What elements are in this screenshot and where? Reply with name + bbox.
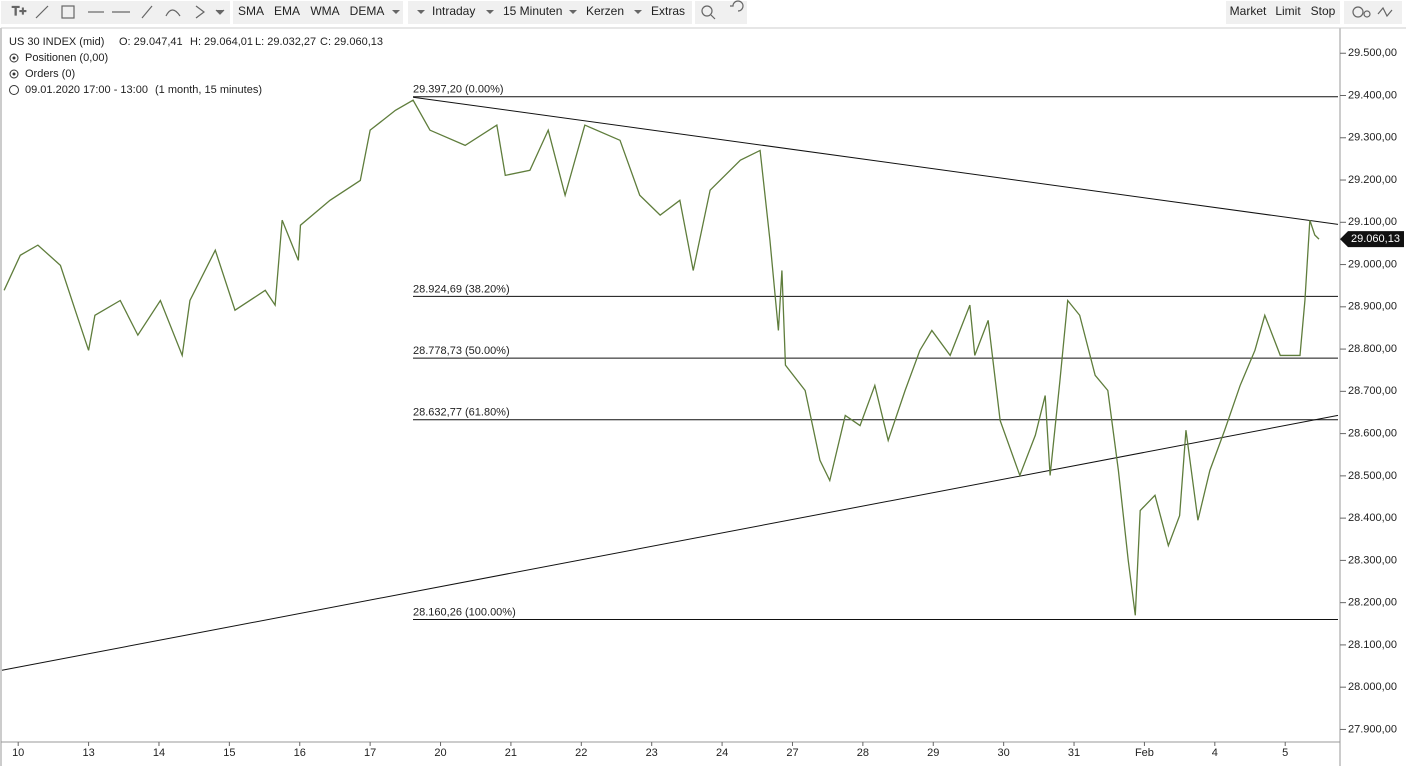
dropdown-arrow[interactable] [392, 10, 400, 14]
x-tick-label: 24 [716, 747, 728, 759]
x-tick-label: 17 [364, 747, 376, 759]
y-tick-label: 29.200,00 [1348, 174, 1397, 186]
icon [9, 53, 19, 63]
x-tick-label: 31 [1068, 747, 1080, 759]
zoom-icon[interactable] [701, 5, 716, 20]
dropdown-arrow[interactable] [634, 10, 642, 14]
fib-label: 28.632,77 (61.80%) [413, 407, 510, 419]
x-tick-label: 13 [82, 747, 94, 759]
extras-select[interactable]: Extras [651, 4, 685, 18]
dropdown-arrow[interactable] [486, 10, 494, 14]
symbol: US 30 INDEX (mid) [9, 36, 104, 48]
y-tick-label: 28.600,00 [1348, 428, 1397, 440]
x-tick-label: 22 [575, 747, 587, 759]
x-tick-label: 29 [927, 747, 939, 759]
ohlc-open: O: 29.047,41 [119, 36, 183, 48]
undo-icon[interactable] [730, 0, 744, 12]
last-price-label: 29.060,13 [1351, 233, 1400, 245]
chart-style-select[interactable]: Kerzen [586, 4, 624, 18]
indicator-button[interactable]: EMA [274, 4, 300, 18]
interval-select[interactable]: Intraday [432, 4, 475, 18]
x-tick-label: 30 [998, 747, 1010, 759]
order-button[interactable]: Stop [1311, 4, 1336, 18]
fib-label: 29.397,20 (0.00%) [413, 84, 504, 96]
x-tick-label: 4 [1212, 747, 1218, 759]
ohlc-low: L: 29.032,27 [255, 36, 316, 48]
tool-icons: T+ [11, 4, 225, 19]
toolbar: T+ SMA EMA WMA DEMA Intraday 15 Minuten … [0, 0, 1406, 26]
x-tick-label: 23 [646, 747, 658, 759]
indicator-button[interactable]: DEMA [350, 4, 385, 18]
indicator-icon[interactable] [1377, 6, 1393, 18]
order-button[interactable]: Limit [1275, 4, 1301, 18]
y-tick-label: 28.800,00 [1348, 343, 1397, 355]
y-tick-label: 28.100,00 [1348, 639, 1397, 651]
settings-icon[interactable] [1352, 6, 1371, 18]
icon [9, 69, 19, 79]
y-tick-label: 27.900,00 [1348, 723, 1397, 735]
x-tick-label: 10 [12, 747, 24, 759]
x-tick-label: 5 [1282, 747, 1288, 759]
y-tick-label: 28.900,00 [1348, 301, 1397, 313]
x-tick-label: Feb [1135, 747, 1154, 759]
indicator-button[interactable]: WMA [310, 4, 339, 18]
x-tick-label: 16 [294, 747, 306, 759]
y-tick-label: 28.400,00 [1348, 512, 1397, 524]
trend-line [1, 414, 1339, 671]
y-tick-label: 28.300,00 [1348, 554, 1397, 566]
fib-label: 28.160,26 (100.00%) [413, 606, 516, 618]
x-tick-label: 14 [153, 747, 165, 759]
positions[interactable]: Positionen (0,00) [25, 52, 108, 64]
price-line [3, 99, 1320, 616]
trend-line [413, 96, 1339, 225]
x-tick-label: 21 [505, 747, 517, 759]
y-tick-label: 29.000,00 [1348, 258, 1397, 270]
y-tick-label: 28.500,00 [1348, 470, 1397, 482]
info-panel: US 30 INDEX (mid) O: 29.047,41 H: 29.064… [9, 36, 383, 96]
x-tick-label: 28 [857, 747, 869, 759]
svg-text:T+: T+ [12, 4, 26, 18]
fib-label: 28.778,73 (50.00%) [413, 345, 510, 357]
clock-icon [9, 85, 19, 95]
orders[interactable]: Orders (0) [25, 68, 75, 80]
ohlc-high: H: 29.064,01 [190, 36, 253, 48]
x-tick-label: 27 [786, 747, 798, 759]
dropdown-arrow[interactable] [569, 10, 577, 14]
y-tick-label: 28.000,00 [1348, 681, 1397, 693]
indicator-button[interactable]: SMA [238, 4, 264, 18]
y-tick-label: 29.300,00 [1348, 132, 1397, 144]
dropdown-arrow[interactable] [417, 10, 425, 14]
fib-label: 28.924,69 (38.20%) [413, 283, 510, 295]
resolution-select[interactable]: 15 Minuten [503, 4, 562, 18]
y-tick-label: 29.100,00 [1348, 216, 1397, 228]
y-tick-label: 28.700,00 [1348, 385, 1397, 397]
order-button[interactable]: Market [1230, 4, 1267, 18]
ohlc-close: C: 29.060,13 [320, 36, 383, 48]
period-range: (1 month, 15 minutes) [155, 84, 262, 96]
x-tick-label: 15 [223, 747, 235, 759]
y-tick-label: 28.200,00 [1348, 597, 1397, 609]
last-price-tag [1340, 231, 1404, 248]
y-tick-label: 29.400,00 [1348, 89, 1397, 101]
period: 09.01.2020 17:00 - 13:00 [25, 84, 148, 96]
y-tick-label: 29.500,00 [1348, 47, 1397, 59]
x-tick-label: 20 [434, 747, 446, 759]
